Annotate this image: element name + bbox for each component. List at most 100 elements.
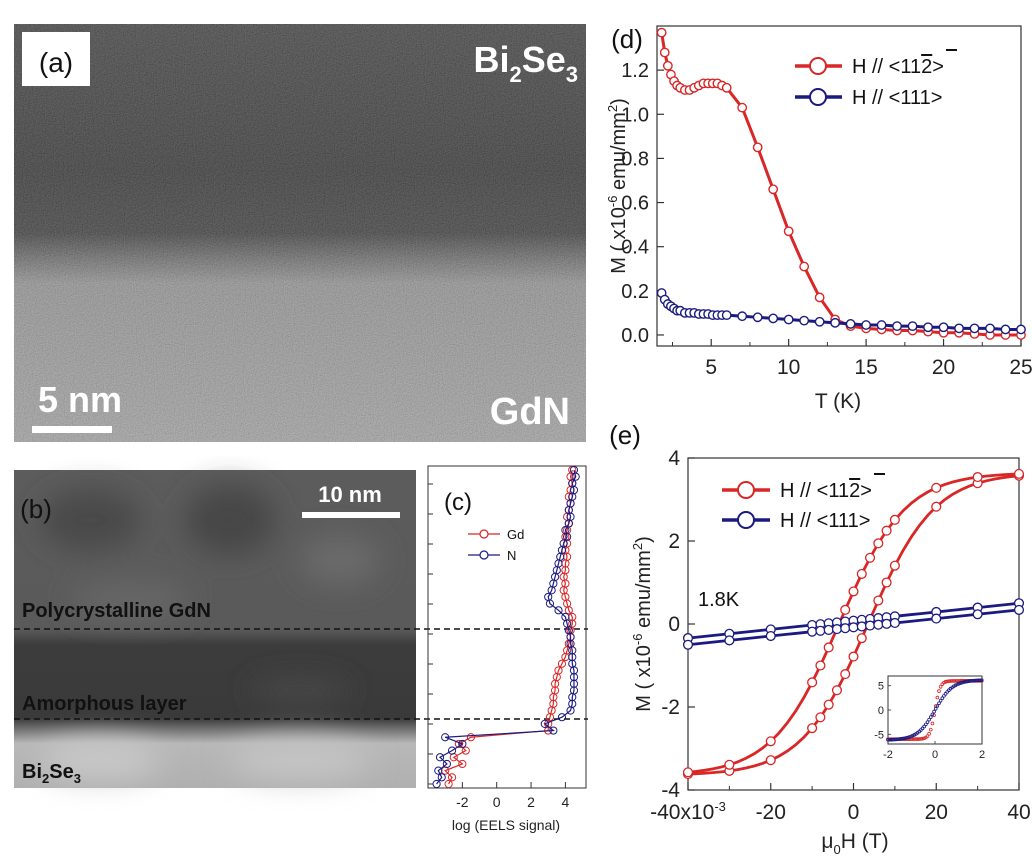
legend-d-112: H // <112> bbox=[852, 56, 944, 78]
d-point-0 bbox=[768, 184, 779, 195]
panel-e-plot bbox=[682, 468, 1025, 780]
inset-point-111 bbox=[956, 681, 961, 686]
inset-point-112 bbox=[938, 684, 943, 689]
d-series-line-0 bbox=[660, 32, 1021, 337]
e-point-111 bbox=[873, 619, 884, 630]
inset-point-111 bbox=[901, 736, 905, 741]
inset-point-111 bbox=[976, 678, 981, 683]
e-point-111 bbox=[881, 618, 892, 629]
e-point-111 bbox=[765, 630, 776, 642]
e-point-112 bbox=[856, 568, 867, 579]
d-ytick-label: 0.4 bbox=[621, 237, 649, 259]
inset-point-111 bbox=[896, 737, 900, 742]
e-xtick-label: 20 bbox=[925, 801, 948, 824]
panel-c-plot bbox=[432, 465, 580, 789]
c-point-N bbox=[564, 519, 573, 528]
inset-point-111 bbox=[904, 736, 908, 740]
d-xtick-label: 15 bbox=[854, 356, 877, 379]
inset-ytick-label: 0 bbox=[878, 705, 884, 717]
inset-point-112 bbox=[928, 727, 933, 732]
layer-label-bi2se3: Bi2Se3 bbox=[22, 761, 81, 786]
layer-label-amorphous: Amorphous layer bbox=[22, 693, 187, 715]
panel-d: (d) 5 10 15 20 25 0.0 0.2 0.4 0.6 0.8 1.0 1.2 H // … bbox=[605, 24, 1032, 413]
tem-image-texture bbox=[14, 24, 586, 442]
panel-d-axes bbox=[656, 25, 1022, 347]
e-point-112 bbox=[765, 736, 776, 747]
inset-point-111 bbox=[886, 738, 890, 742]
inset-point-112 bbox=[914, 737, 918, 741]
panel-c-label: (c) bbox=[444, 489, 472, 516]
c-point-N bbox=[547, 586, 556, 595]
d-point-1 bbox=[923, 322, 933, 333]
e-point-111 bbox=[815, 625, 826, 636]
inset-point-112 bbox=[927, 731, 931, 736]
c-point-N bbox=[549, 726, 558, 735]
d-point-1 bbox=[876, 320, 887, 330]
d-point-0 bbox=[721, 82, 732, 93]
e-point-111 bbox=[848, 622, 859, 633]
d-ytick-label: 0.8 bbox=[621, 148, 649, 170]
inset-point-111 bbox=[907, 735, 912, 739]
inset-point-111 bbox=[897, 737, 902, 741]
d-xtick-label: 10 bbox=[777, 356, 800, 379]
e-point-112 bbox=[831, 685, 842, 696]
d-ytick-label: 0.0 bbox=[621, 325, 649, 347]
material-label-gdn: GdN bbox=[490, 391, 570, 433]
e-xtick-label: -20 bbox=[756, 801, 786, 824]
inset-point-111 bbox=[963, 679, 968, 684]
panel-c: (c) -2 0 2 4 Gd N log (EELS signal) bbox=[427, 465, 587, 833]
legend-c-n: N bbox=[507, 548, 516, 563]
c-point-Gd bbox=[458, 759, 467, 769]
scalebar-a-label: 5 nm bbox=[38, 379, 122, 420]
inset-point-111 bbox=[938, 698, 943, 703]
panel-c-axes bbox=[427, 465, 587, 789]
e-point-112 bbox=[864, 552, 876, 563]
legend-c-gd: Gd bbox=[507, 527, 524, 542]
c-xtick-label: 4 bbox=[561, 794, 569, 810]
e-point-112 bbox=[765, 755, 776, 766]
axis-label-d-y: M ( x10-6 emu/mm2) bbox=[605, 98, 630, 274]
inset-ytick-label: -5 bbox=[874, 729, 884, 741]
e-xtick-label: 0 bbox=[848, 801, 860, 824]
e-point-112 bbox=[972, 472, 983, 483]
panel-d-plot bbox=[656, 27, 1026, 340]
inset-point-112 bbox=[955, 679, 959, 683]
c-point-Gd bbox=[444, 779, 453, 789]
c-point-N bbox=[566, 706, 575, 715]
inset-point-111 bbox=[966, 679, 971, 683]
inset-point-111 bbox=[902, 736, 907, 741]
inset-point-111 bbox=[927, 717, 931, 722]
c-point-Gd bbox=[461, 746, 470, 755]
panel-d-legend: H // <112> H // <111> bbox=[795, 49, 957, 109]
material-label-bi2se3: Bi2Se3 bbox=[473, 39, 578, 87]
c-series-line-Gd bbox=[444, 469, 573, 785]
d-point-0 bbox=[799, 261, 810, 272]
e-point-112 bbox=[682, 767, 694, 778]
d-point-1 bbox=[799, 315, 810, 326]
inset-point-112 bbox=[948, 679, 953, 683]
c-point-N bbox=[434, 766, 443, 775]
inset-point-111 bbox=[973, 678, 977, 683]
inset-point-112 bbox=[917, 737, 922, 741]
inset-point-112 bbox=[947, 679, 951, 683]
d-point-1 bbox=[768, 313, 779, 324]
c-point-N bbox=[568, 652, 577, 662]
c-point-N bbox=[571, 472, 580, 481]
inset-point-111 bbox=[978, 678, 982, 683]
inset-point-111 bbox=[971, 678, 976, 683]
d-point-1 bbox=[752, 312, 763, 323]
e-point-112 bbox=[823, 642, 834, 653]
e-point-111 bbox=[807, 626, 818, 637]
inset-point-111 bbox=[930, 712, 935, 717]
e-point-112 bbox=[848, 586, 859, 597]
d-point-1 bbox=[783, 314, 794, 325]
c-series-line-N bbox=[436, 469, 577, 785]
d-point-1 bbox=[845, 319, 856, 329]
scalebar-b-label: 10 nm bbox=[318, 482, 382, 507]
inset-point-111 bbox=[932, 709, 936, 714]
panel-b-label: (b) bbox=[20, 494, 52, 524]
e-xtick-label: -40x10-3 bbox=[650, 799, 726, 824]
inset-point-111 bbox=[961, 680, 966, 684]
axis-label-c-x: log (EELS signal) bbox=[452, 817, 560, 833]
